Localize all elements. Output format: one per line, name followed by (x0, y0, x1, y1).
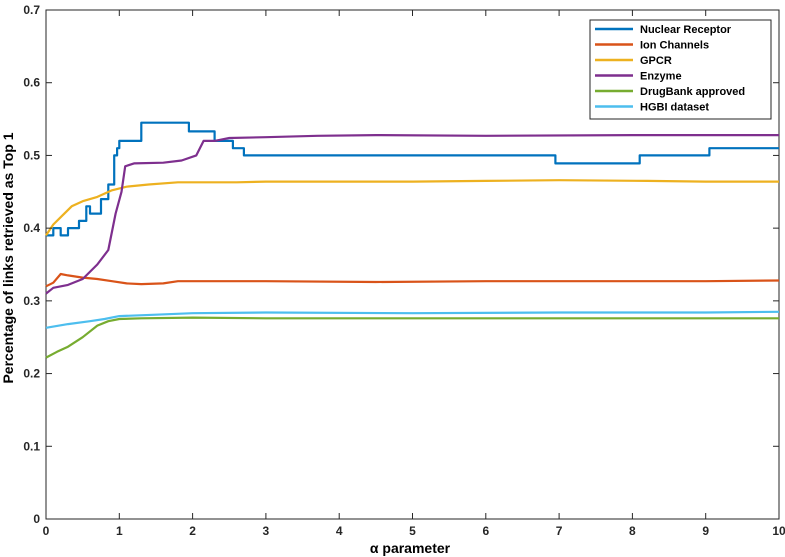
legend-entry-label: GPCR (640, 55, 672, 67)
legend-box (589, 19, 772, 120)
x-tick-label: 10 (772, 524, 785, 538)
x-axis-label: α parameter (370, 540, 451, 556)
x-tick-label: 2 (189, 524, 196, 538)
series-line-gpcr (45, 179, 779, 237)
series-line-nuclear-receptor (46, 121, 779, 237)
y-tick-label: 0.7 (23, 3, 40, 17)
y-tick-label: 0.5 (23, 148, 40, 162)
x-tick-label: 3 (263, 524, 270, 538)
legend-entry-label: Ion Channels (640, 40, 709, 52)
y-axis-ticks: 0 0.1 0.2 0.3 0.4 0.5 0.6 0.7 (23, 3, 779, 526)
series-line-hgbi-dataset (45, 310, 780, 329)
series-line-drugbank-approved (45, 316, 779, 359)
y-tick-label: 0.3 (23, 294, 40, 308)
series-layer (45, 121, 780, 359)
x-tick-label: 0 (43, 524, 50, 538)
y-tick-label: 0.6 (23, 76, 40, 90)
legend-entry-label: Nuclear Receptor (640, 24, 732, 36)
x-tick-label: 5 (409, 524, 416, 538)
x-tick-label: 8 (629, 524, 636, 538)
legend: Nuclear Receptor Ion Channels GPCR Enzyme Dr… (589, 19, 772, 120)
y-tick-label: 0.4 (23, 221, 40, 235)
x-tick-label: 9 (702, 524, 709, 538)
y-axis-label: Percentage of links retrieved as Top 1 (0, 132, 16, 383)
x-tick-label: 6 (482, 524, 489, 538)
legend-entry-label: HGBI dataset (640, 102, 709, 114)
series-line-ion-channels (45, 272, 780, 288)
x-axis-ticks: 0 1 2 3 4 5 6 7 8 9 10 (43, 10, 785, 538)
legend-entry-label: DrugBank approved (640, 86, 745, 98)
x-tick-label: 1 (116, 524, 123, 538)
x-tick-label: 4 (336, 524, 343, 538)
y-tick-label: 0.2 (23, 367, 40, 381)
y-tick-label: 0 (33, 512, 40, 526)
legend-entry-label: Enzyme (640, 71, 682, 83)
series-line-enzyme (45, 134, 779, 295)
x-tick-label: 7 (556, 524, 563, 538)
y-tick-label: 0.1 (23, 439, 40, 453)
